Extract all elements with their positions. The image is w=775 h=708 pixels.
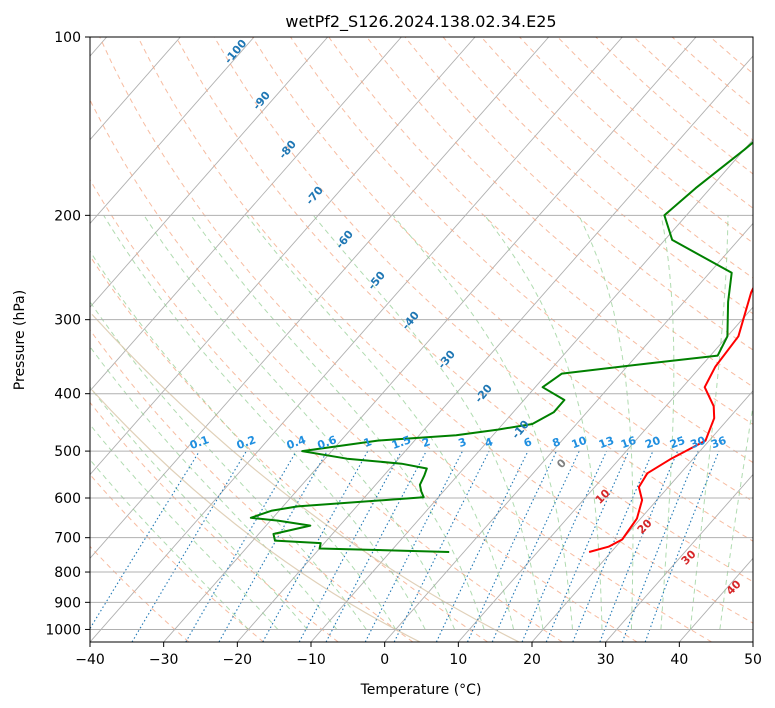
moist-adiabat-line	[103, 215, 426, 630]
plot-frame	[89, 36, 754, 643]
mixing-ratio-line	[393, 450, 490, 642]
dry-adiabat-line	[442, 37, 753, 315]
moist-adiabat-line	[90, 345, 338, 630]
mixing-ratio-label: 1.5	[390, 433, 413, 452]
mixing-ratio-label: 4	[483, 435, 495, 450]
mixing-ratio-label: 10	[570, 434, 589, 452]
mixing-ratio-line	[644, 450, 720, 642]
background-curve	[91, 389, 421, 642]
dry-adiabat-line	[404, 37, 753, 351]
mixing-ratio-label: 0.1	[188, 433, 211, 452]
isotherm-line	[90, 37, 255, 225]
dry-adiabat-line	[328, 37, 753, 425]
y-tick-label: 600	[54, 491, 81, 507]
mixing-ratio-label: 8	[551, 435, 563, 450]
x-tick-label: 10	[449, 652, 467, 668]
mixing-ratio-label: 6	[522, 435, 534, 450]
dry-adiabat-line	[90, 473, 264, 642]
mixing-ratio-label: 25	[668, 434, 687, 451]
x-axis-title: Temperature (°C)	[360, 682, 482, 698]
x-tick-label: 50	[744, 652, 762, 668]
background-curve	[91, 313, 520, 642]
isotherm-line	[90, 37, 623, 642]
isotherm-line	[90, 37, 181, 141]
y-axis-title: Pressure (hPa)	[12, 290, 28, 390]
y-tick-label: 300	[54, 313, 81, 329]
isotherm-line	[163, 37, 697, 642]
mixing-ratio-label: 13	[597, 434, 616, 451]
x-tick-label: 40	[670, 652, 688, 668]
plot-area	[90, 37, 753, 642]
mixing-ratio-line	[621, 450, 699, 642]
mixing-ratio-label: 1	[362, 435, 374, 450]
y-tick-label: 800	[54, 565, 81, 581]
x-tick-label: −10	[296, 652, 326, 668]
mixing-ratio-label: 30	[689, 434, 708, 452]
x-tick-label: 20	[523, 652, 541, 668]
dry-adiabat-line	[90, 255, 488, 642]
dry-adiabat-line	[99, 37, 712, 642]
x-tick-label: −20	[223, 652, 253, 668]
mixing-ratio-line	[298, 450, 402, 642]
y-tick-label: 900	[54, 595, 81, 611]
dry-adiabat-line	[90, 401, 339, 642]
background-lines	[90, 37, 753, 642]
x-tick-label: 0	[380, 652, 389, 668]
moist-adiabat-line	[90, 386, 308, 630]
moist-adiabat-line	[392, 214, 573, 630]
mixing-ratio-line	[545, 450, 630, 642]
y-axis: 100 200 300 400 500 600 700 800 900 1000	[45, 30, 90, 638]
profile-line	[249, 141, 753, 553]
y-tick-label: 400	[54, 387, 81, 403]
mixing-ratio-line	[521, 450, 608, 642]
mixing-ratio-label: 3	[457, 435, 469, 450]
mixing-ratio-line	[262, 450, 369, 642]
mixing-ratio-label: 16	[619, 434, 638, 452]
mixing-ratio-line	[364, 450, 463, 642]
isotherm-line	[384, 222, 753, 642]
mixing-ratio-line	[599, 450, 679, 642]
moist-adiabat-line	[578, 215, 634, 630]
isotherm-line	[236, 55, 753, 642]
isotherm-line	[90, 37, 402, 392]
mixing-ratio-line	[218, 450, 328, 642]
isotherm-line	[90, 37, 550, 559]
y-tick-label: 1000	[45, 622, 81, 638]
dry-adiabat-line	[90, 178, 563, 642]
mixing-ratio-label: 0.6	[316, 433, 339, 452]
x-tick-label: 30	[597, 652, 615, 668]
mixing-ratio-label: 2	[420, 435, 432, 450]
isotherm-line	[457, 306, 753, 642]
moist-adiabat-line	[143, 215, 456, 630]
isotherm-line	[605, 473, 753, 642]
y-tick-label: 700	[54, 531, 81, 547]
isotherm-line	[90, 37, 329, 308]
y-tick-label: 100	[54, 30, 81, 46]
isotherm-line	[90, 37, 476, 476]
x-axis: −40 −30 −20 −10 0 10 20 30 40 50	[75, 642, 762, 668]
mixing-ratio-line	[572, 450, 654, 642]
mixing-ratio-label: 36	[709, 434, 728, 452]
mixing-ratio-label: 0.2	[235, 433, 258, 452]
chart-title: wetPf2_S126.2024.138.02.34.E25	[285, 12, 556, 32]
profile-line	[588, 286, 753, 553]
mixing-ratio-label: 0.4	[285, 433, 308, 452]
moist-adiabat-line	[484, 215, 603, 630]
moist-adiabat-line	[689, 215, 729, 630]
y-tick-label: 500	[54, 444, 81, 460]
x-tick-label: −40	[75, 652, 105, 668]
profile-series	[249, 141, 753, 553]
dry-adiabat-line	[90, 98, 638, 642]
isotherm-line	[310, 139, 753, 642]
y-tick-label: 200	[54, 208, 81, 224]
mixing-ratio-line	[90, 450, 200, 630]
x-tick-label: −30	[149, 652, 179, 668]
mixing-ratio-label: 20	[643, 434, 662, 452]
moist-adiabat-line	[719, 403, 753, 630]
dry-adiabat-line	[137, 37, 753, 624]
dry-adiabat-line	[175, 37, 753, 583]
dry-adiabat-line	[213, 37, 753, 542]
isopleth-labels: -100-90-80-70-60-50-40-30-20-100.1 0.2 0.4…	[188, 37, 744, 598]
